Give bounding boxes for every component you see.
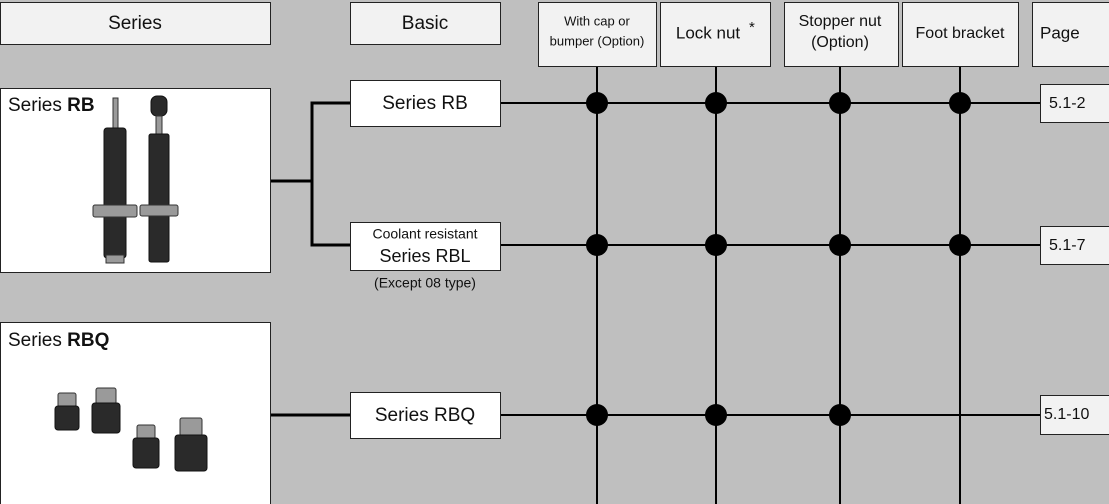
header-box xyxy=(784,2,899,67)
basic-label: Coolant resistant xyxy=(372,226,477,242)
series-title: Series RBQ xyxy=(8,330,109,351)
series-box xyxy=(0,88,271,273)
product-image xyxy=(54,387,208,472)
dot xyxy=(586,92,608,114)
page-label: 5.1-10 xyxy=(1044,406,1089,423)
dot xyxy=(705,234,727,256)
header-stopper: (Option) xyxy=(811,34,869,51)
basic-box xyxy=(350,222,501,271)
series-prefix: Series xyxy=(8,95,62,116)
page-box xyxy=(1040,84,1109,123)
header-page: Page xyxy=(1040,23,1080,42)
series-prefix: Series xyxy=(8,330,62,351)
header-box xyxy=(350,2,501,45)
page-label: 5.1-2 xyxy=(1049,95,1086,112)
header-box xyxy=(0,2,271,45)
header-cap: bumper (Option) xyxy=(550,33,645,48)
basic-box xyxy=(350,80,501,127)
header-box xyxy=(660,2,771,67)
series-box xyxy=(0,322,271,504)
header-box xyxy=(902,2,1019,67)
basic-note: (Except 08 type) xyxy=(374,275,476,291)
dot xyxy=(949,234,971,256)
dots xyxy=(586,92,971,426)
product-image xyxy=(92,95,179,264)
series-name: RBQ xyxy=(67,330,109,351)
dot xyxy=(705,404,727,426)
header-cap: With cap or xyxy=(564,13,630,28)
header-lock-nut-mark: * xyxy=(749,19,755,36)
dot xyxy=(949,92,971,114)
page-box xyxy=(1040,226,1109,265)
connector xyxy=(310,101,350,247)
header-lock-nut: Lock nut xyxy=(676,23,741,42)
header-basic: Basic xyxy=(402,13,448,34)
page-label: 5.1-7 xyxy=(1049,237,1086,254)
header-stopper: Stopper nut xyxy=(799,13,882,30)
dot xyxy=(829,404,851,426)
basic-label: Series RBQ xyxy=(375,405,475,426)
page-box xyxy=(1040,395,1109,435)
dot xyxy=(829,234,851,256)
header-box xyxy=(1032,2,1109,67)
dot xyxy=(829,92,851,114)
header-foot: Foot bracket xyxy=(916,25,1005,42)
basic-label: Series RB xyxy=(382,93,468,114)
series-title: Series RB xyxy=(8,95,95,116)
series-name: RB xyxy=(67,95,94,116)
basic-label: Series RBL xyxy=(379,246,470,266)
dot xyxy=(705,92,727,114)
dot xyxy=(586,234,608,256)
basic-box xyxy=(350,392,501,439)
dot xyxy=(586,404,608,426)
header-series: Series xyxy=(108,13,162,34)
header-box xyxy=(538,2,657,67)
